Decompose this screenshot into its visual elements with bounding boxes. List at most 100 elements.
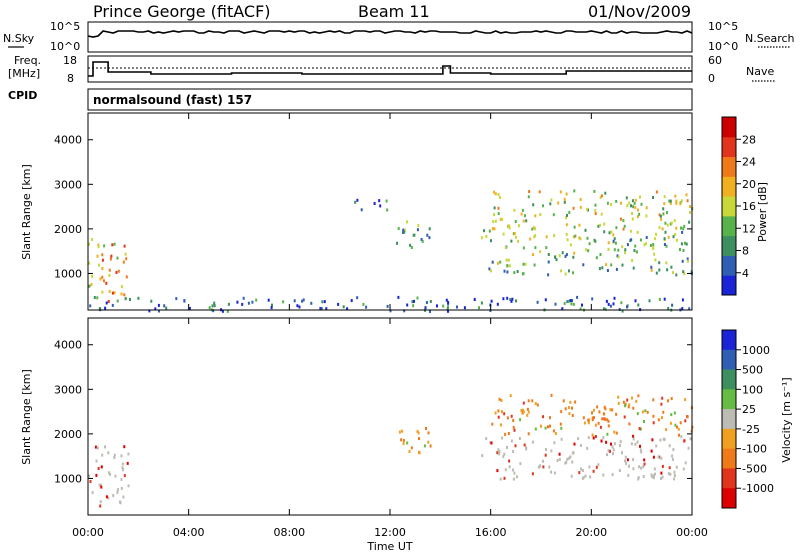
scatter-cell <box>88 261 91 265</box>
freq-label: Freq. <box>14 54 41 67</box>
scatter-cell <box>527 195 530 199</box>
scatter-cell <box>421 239 424 243</box>
scatter-cell <box>684 398 687 402</box>
scatter-cell <box>126 461 129 465</box>
velocity-y-ticks: 1000 2000 3000 4000 <box>54 339 692 485</box>
scatter-cell <box>547 273 550 277</box>
scatter-cell <box>613 237 616 241</box>
scatter-cell <box>503 452 506 456</box>
scatter-cell <box>490 299 493 303</box>
scatter-cell <box>658 297 661 301</box>
scatter-cell <box>494 192 497 196</box>
scatter-cell <box>630 238 633 242</box>
scatter-cell <box>606 432 609 436</box>
scatter-cell <box>416 296 419 300</box>
scatter-cell <box>416 228 419 232</box>
scatter-cell <box>538 190 541 194</box>
scatter-cell <box>625 462 628 465</box>
scatter-cell <box>550 449 553 453</box>
scatter-cell <box>689 210 691 214</box>
scatter-cell <box>512 425 515 429</box>
scatter-cell <box>571 414 574 417</box>
scatter-cell <box>506 264 509 268</box>
colorbar-swatch <box>722 117 736 138</box>
scatter-cell <box>498 450 501 453</box>
scatter-cell <box>617 248 620 252</box>
scatter-cell <box>655 444 658 448</box>
scatter-cell <box>682 249 685 252</box>
nsearch-label: N.Search <box>745 32 795 45</box>
scatter-cell <box>417 224 420 227</box>
colorbar-tick-label: -100 <box>742 443 767 456</box>
scatter-cell <box>611 473 614 477</box>
scatter-cell <box>638 427 641 431</box>
power-ylabel: Slant Range [km] <box>20 164 33 260</box>
scatter-cell <box>640 238 642 242</box>
scatter-cell <box>661 475 664 479</box>
scatter-cell <box>100 465 103 469</box>
scatter-cell <box>600 439 603 443</box>
x-axis-label: Time UT <box>366 540 412 553</box>
scatter-cell <box>561 251 564 255</box>
scatter-cell <box>663 243 666 246</box>
scatter-cell <box>563 301 566 305</box>
scatter-cell <box>580 467 582 471</box>
scatter-cell <box>397 295 400 299</box>
scatter-cell <box>584 474 587 478</box>
scatter-cell <box>611 408 614 412</box>
scatter-cell <box>97 245 100 249</box>
scatter-cell <box>89 480 92 483</box>
scatter-cell <box>572 271 574 275</box>
scatter-cell <box>531 440 534 444</box>
scatter-cell <box>524 262 527 266</box>
scatter-cell <box>612 452 614 456</box>
scatter-cell <box>97 467 100 470</box>
colorbar-swatch <box>722 196 736 217</box>
scatter-cell <box>661 464 664 468</box>
scatter-cell <box>542 465 545 469</box>
scatter-cell <box>493 190 495 194</box>
scatter-cell <box>616 254 619 258</box>
scatter-cell <box>639 448 642 452</box>
scatter-cell <box>579 237 582 241</box>
scatter-cell <box>638 212 641 216</box>
freq-tick-top: 18 <box>63 54 77 67</box>
scatter-cell <box>652 414 655 418</box>
scatter-cell <box>410 446 413 450</box>
scatter-cell <box>319 307 322 310</box>
scatter-cell <box>573 251 576 255</box>
scatter-cell <box>296 304 299 308</box>
scatter-cell <box>566 213 568 217</box>
scatter-cell <box>652 247 655 251</box>
scatter-cell <box>389 309 392 313</box>
scatter-cell <box>247 301 250 305</box>
scatter-cell <box>601 417 604 421</box>
scatter-cell <box>675 226 678 230</box>
scatter-cell <box>563 200 566 204</box>
scatter-cell <box>579 205 582 209</box>
power-heatmap <box>88 189 694 313</box>
scatter-cell <box>652 245 655 249</box>
scatter-cell <box>573 442 576 446</box>
scatter-cell <box>680 226 682 230</box>
scatter-cell <box>673 477 676 481</box>
scatter-cell <box>212 309 215 313</box>
scatter-cell <box>499 477 502 481</box>
scatter-cell <box>526 407 529 411</box>
scatter-cell <box>99 277 102 281</box>
nave-label: Nave <box>746 65 774 78</box>
scatter-cell <box>520 409 523 412</box>
scatter-cell <box>539 464 542 468</box>
scatter-cell <box>566 300 569 304</box>
scatter-cell <box>602 436 605 440</box>
scatter-cell <box>342 305 345 309</box>
scatter-cell <box>628 422 631 426</box>
scatter-cell <box>609 304 612 308</box>
scatter-cell <box>588 242 591 246</box>
scatter-cell <box>661 227 664 231</box>
scatter-cell <box>105 301 108 305</box>
scatter-cell <box>122 468 125 472</box>
colorbar-frame <box>721 329 737 509</box>
scatter-cell <box>579 198 582 201</box>
y-tick-label: 3000 <box>54 383 82 396</box>
